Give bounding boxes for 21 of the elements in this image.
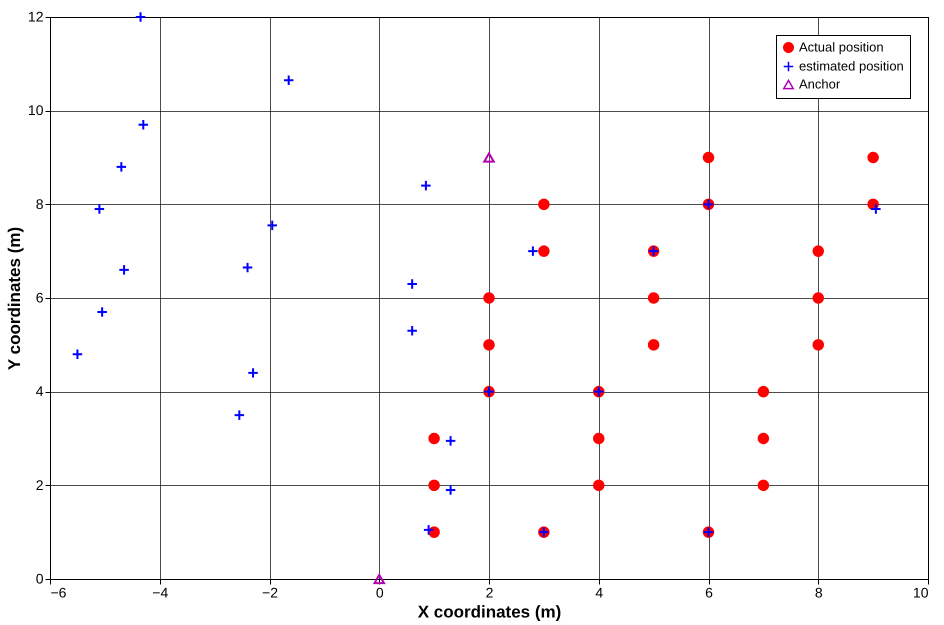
y-tick-label: 10	[28, 102, 44, 118]
y-tick-label: 8	[36, 196, 44, 212]
x-tick-label: 6	[705, 584, 714, 600]
y-tick-label: 6	[36, 290, 44, 306]
y-tick-label: 12	[28, 8, 44, 24]
x-tick-label: −2	[262, 584, 278, 600]
y-tick-label: 0	[36, 570, 44, 586]
x-axis-title: X coordinates (m)	[418, 602, 562, 622]
legend-label: estimated position	[799, 58, 904, 74]
x-tick-label: −4	[152, 584, 168, 600]
x-tick-label: 8	[814, 584, 823, 600]
legend-label: Actual position	[799, 40, 884, 54]
x-tick-label: 0	[376, 584, 384, 600]
y-tick-label: 4	[36, 383, 44, 400]
x-tick-label: 2	[486, 584, 494, 600]
x-tick-label: 10	[912, 584, 929, 600]
x-tick-label: −6	[50, 584, 67, 600]
y-tick-label: 2	[36, 476, 44, 493]
x-tick-label: 4	[595, 584, 604, 600]
legend-label: Anchor	[799, 76, 841, 92]
y-axis-title: Y coordinates (m)	[4, 226, 24, 370]
